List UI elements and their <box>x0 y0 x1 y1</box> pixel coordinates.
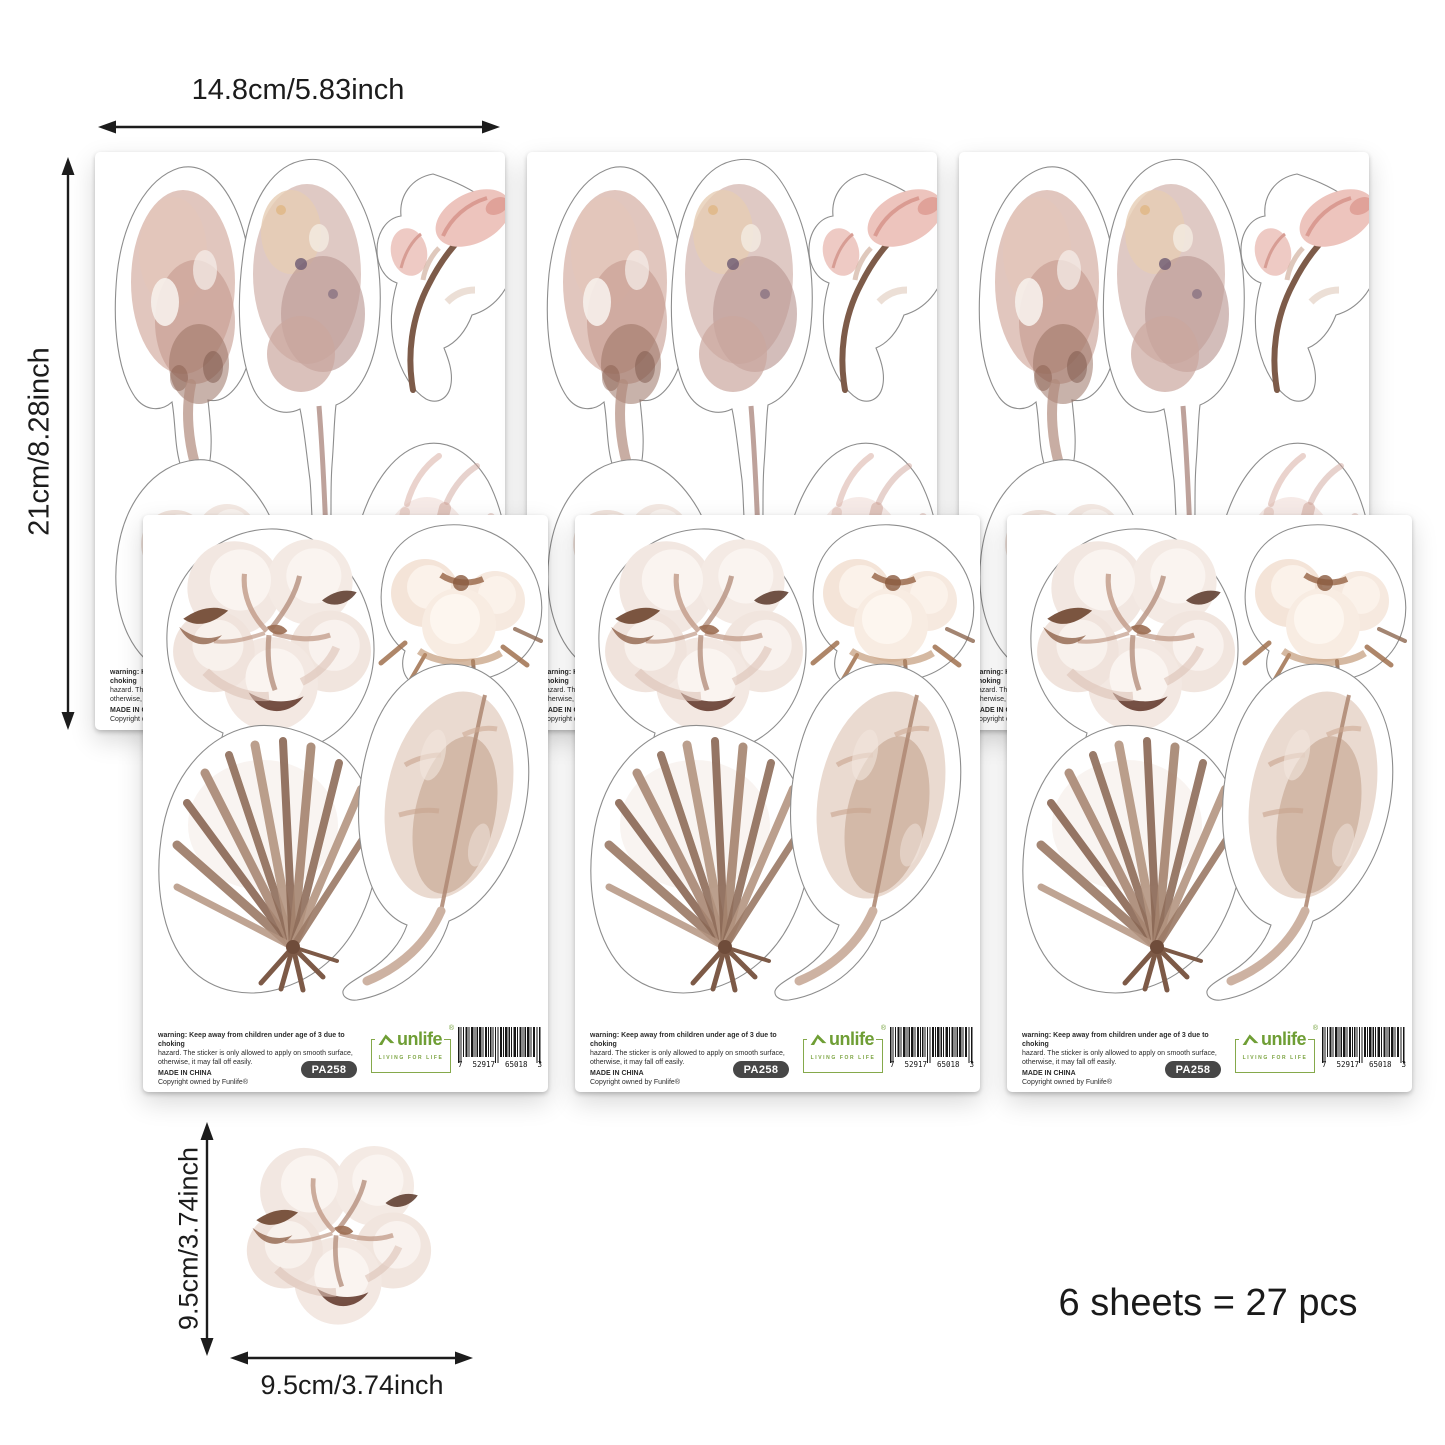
funlife-logo: unlife ® LIVING FOR LIFE <box>1235 1025 1318 1073</box>
front-sheet-art <box>1007 515 1412 1092</box>
barcode: 7 52917 65018 3 <box>1321 1027 1407 1073</box>
copyright-text: Copyright owned by Funlife® <box>590 1079 680 1086</box>
made-in-text: MADE IN CHINA <box>1022 1070 1076 1077</box>
warning-line: hazard. The sticker is only allowed to a… <box>1022 1050 1217 1057</box>
sheet-width-arrow <box>98 120 500 134</box>
sticker-width-label: 9.5cm/3.74inch <box>260 1370 444 1400</box>
registered-mark: ® <box>1312 1025 1318 1032</box>
model-code-badge: PA258 <box>301 1061 357 1078</box>
warning-line: hazard. The sticker is only allowed to a… <box>158 1050 353 1057</box>
copyright-text: Copyright owned by Funlife® <box>1022 1079 1112 1086</box>
pack-count-label: 6 sheets = 27 pcs <box>1058 1282 1358 1324</box>
barcode-digits: 7 52917 65018 3 <box>458 1060 542 1069</box>
brand-name: unlife <box>397 1029 443 1049</box>
warning-text: warning: Keep away from children under a… <box>590 1031 800 1087</box>
sheet-height-arrow <box>61 157 75 730</box>
brand-name: unlife <box>829 1029 875 1049</box>
made-in-text: MADE IN CHINA <box>590 1070 644 1077</box>
warning-line: otherwise, it may fall off easily. <box>158 1059 253 1066</box>
funlife-roof-icon <box>1242 1033 1259 1045</box>
warning-line: otherwise, it may fall off easily. <box>590 1059 685 1066</box>
warning-line: hazard. The sticker is only allowed to a… <box>590 1050 785 1057</box>
funlife-roof-icon <box>810 1033 827 1045</box>
brand-name: unlife <box>1261 1029 1307 1049</box>
barcode-bars <box>458 1027 541 1063</box>
barcode: 7 52917 65018 3 <box>457 1027 543 1073</box>
front-sheet-3: warning: Keep away from children under a… <box>1007 515 1412 1092</box>
barcode-bars <box>890 1027 973 1063</box>
made-in-text: MADE IN CHINA <box>110 707 164 714</box>
made-in-text: MADE IN CHINA <box>974 707 1028 714</box>
brand-tagline: LIVING FOR LIFE <box>1242 1055 1308 1061</box>
warning-text: warning: Keep away from children under a… <box>1022 1031 1232 1087</box>
sticker-height-arrow <box>200 1122 214 1356</box>
sticker-width-arrow <box>230 1351 473 1365</box>
sheet-width-label: 14.8cm/5.83inch <box>191 74 405 106</box>
barcode-bars <box>1322 1027 1405 1063</box>
copyright-text: Copyright owned by Funlife® <box>158 1079 248 1086</box>
made-in-text: MADE IN CHINA <box>542 707 596 714</box>
brand-tagline: LIVING FOR LIFE <box>378 1055 444 1061</box>
registered-mark: ® <box>448 1025 454 1032</box>
barcode-digits: 7 52917 65018 3 <box>890 1060 974 1069</box>
funlife-logo: unlife ® LIVING FOR LIFE <box>803 1025 886 1073</box>
barcode: 7 52917 65018 3 <box>889 1027 975 1073</box>
model-code-badge: PA258 <box>733 1061 789 1078</box>
front-sheet-art <box>143 515 548 1092</box>
warning-line: otherwise, it may fall off easily. <box>1022 1059 1117 1066</box>
warning-line: warning: Keep away from children under a… <box>590 1032 777 1048</box>
model-code-badge: PA258 <box>1165 1061 1221 1078</box>
warning-line: warning: Keep away from children under a… <box>158 1032 345 1048</box>
made-in-text: MADE IN CHINA <box>158 1070 212 1077</box>
funlife-roof-icon <box>378 1033 395 1045</box>
single-cotton-sticker <box>243 1133 433 1330</box>
barcode-digits: 7 52917 65018 3 <box>1322 1060 1406 1069</box>
funlife-logo: unlife ® LIVING FOR LIFE <box>371 1025 454 1073</box>
brand-tagline: LIVING FOR LIFE <box>810 1055 876 1061</box>
sticker-height-label: 9.5cm/3.74inch <box>173 1146 204 1331</box>
warning-line: warning: Keep away from children under a… <box>1022 1032 1209 1048</box>
warning-text: warning: Keep away from children under a… <box>158 1031 368 1087</box>
front-sheet-1: warning: Keep away from children under a… <box>143 515 548 1092</box>
sheet-height-label: 21cm/8.28inch <box>23 347 56 536</box>
front-sheet-2: warning: Keep away from children under a… <box>575 515 980 1092</box>
front-sheet-art <box>575 515 980 1092</box>
registered-mark: ® <box>880 1025 886 1032</box>
